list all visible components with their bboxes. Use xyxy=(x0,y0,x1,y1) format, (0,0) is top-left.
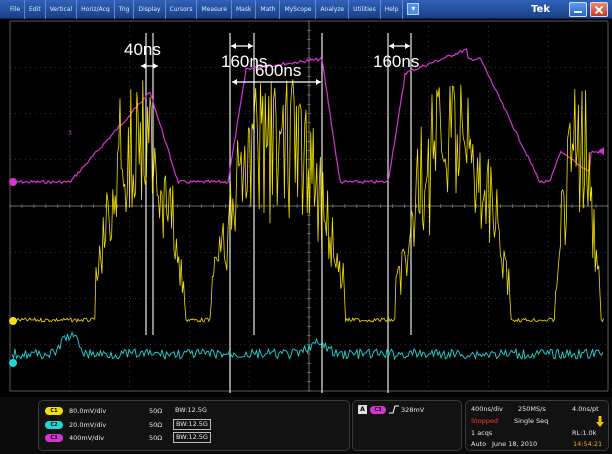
menu-horiz-acq[interactable]: Horiz/Acq xyxy=(77,0,115,19)
ch3-waveform xyxy=(11,47,604,185)
ch2-waveform xyxy=(11,330,604,361)
trigger-level-marker[interactable] xyxy=(598,147,604,155)
sample-rate: 250MS/s xyxy=(518,405,546,413)
menu-help[interactable]: Help xyxy=(381,0,404,19)
annotation-40ns: 40ns xyxy=(124,40,161,59)
waveform-display[interactable]: 3 xyxy=(0,19,612,397)
brand-logo: Tek xyxy=(531,4,550,15)
down-arrow-icon xyxy=(596,416,604,427)
arrow-head xyxy=(141,63,146,69)
menu-bar: File Edit Vertical Horiz/Acq Trig Displa… xyxy=(0,0,612,19)
arrow-head xyxy=(316,79,321,85)
status-bar: C1 80.0mV/div 50Ω BW:12.5G C2 20.0mV/div… xyxy=(0,397,612,454)
trigger-mode: Auto xyxy=(471,440,487,448)
arrow-head xyxy=(232,79,237,85)
arrow-head xyxy=(248,43,253,49)
trigger-level: 328mV xyxy=(401,405,425,414)
trigger-mode-badge: A xyxy=(358,405,367,414)
ch1-bandwidth: BW:12.5G xyxy=(175,406,207,414)
cursor-lines[interactable] xyxy=(145,33,412,393)
arrow-head xyxy=(153,63,158,69)
menu-utilities[interactable]: Utilities xyxy=(349,0,381,19)
capture-date: June 18, 2010 xyxy=(492,440,538,448)
ch2-badge[interactable]: C2 xyxy=(45,420,63,429)
ch3-bandwidth: BW:12.5G xyxy=(173,432,211,443)
ch1-waveform xyxy=(11,79,604,323)
menu-math[interactable]: Math xyxy=(256,0,281,19)
ch1-scale: 80.0mV/div xyxy=(69,406,107,415)
channel-readout-panel[interactable]: C1 80.0mV/div 50Ω BW:12.5G C2 20.0mV/div… xyxy=(38,400,350,451)
ch1-readout[interactable]: C1 80.0mV/div 50Ω BW:12.5G xyxy=(45,405,209,416)
minimize-button[interactable] xyxy=(569,2,587,17)
annotation-160ns-left: 160ns xyxy=(221,52,268,71)
ch3-badge[interactable]: C3 xyxy=(45,433,63,442)
menu-edit[interactable]: Edit xyxy=(25,0,46,19)
rising-edge-icon xyxy=(389,405,399,414)
ch1-impedance: 50Ω xyxy=(149,406,163,415)
ch2-readout[interactable]: C2 20.0mV/div 50Ω BW:12.5G xyxy=(45,419,211,430)
menu-vertical[interactable]: Vertical xyxy=(46,0,78,19)
ch3-impedance: 50Ω xyxy=(149,433,163,442)
menu-trig[interactable]: Trig xyxy=(115,0,135,19)
menu-cursors[interactable]: Cursors xyxy=(166,0,198,19)
ch2-ground-marker[interactable] xyxy=(9,359,17,367)
arrow-head xyxy=(389,43,394,49)
menu-measure[interactable]: Measure xyxy=(197,0,232,19)
timebase-readout-panel[interactable]: 400ns/div 250MS/s 4.0ns/pt Stopped Singl… xyxy=(465,400,609,451)
ch2-impedance: 50Ω xyxy=(149,420,163,429)
menu-analyze[interactable]: Analyze xyxy=(316,0,350,19)
horizontal-scale: 400ns/div xyxy=(471,405,503,413)
capture-time: 14:54:21 xyxy=(573,440,603,448)
ch3-trace-label: 3 xyxy=(68,130,72,137)
menu-display[interactable]: Display xyxy=(134,0,166,19)
menu-mask[interactable]: Mask xyxy=(232,0,257,19)
time-resolution: 4.0ns/pt xyxy=(572,405,599,413)
ch3-ground-marker[interactable] xyxy=(9,178,17,186)
measurement-arrows xyxy=(141,43,410,85)
ch3-readout[interactable]: C3 400mV/div 50Ω BW:12.5G xyxy=(45,432,211,443)
acquisition-state: Stopped xyxy=(471,417,499,425)
help-button-icon[interactable]: ▾ xyxy=(407,3,420,15)
arrow-head xyxy=(405,43,410,49)
arrow-head xyxy=(231,43,236,49)
menu-file[interactable]: File xyxy=(6,0,26,19)
trigger-readout-panel[interactable]: A C3 328mV xyxy=(352,400,462,451)
annotation-600ns: 600ns xyxy=(255,61,302,80)
ch2-bandwidth: BW:12.5G xyxy=(173,419,211,430)
menu-myscope[interactable]: MyScope xyxy=(280,0,317,19)
record-length: RL:1.0k xyxy=(572,429,597,437)
ch1-ground-marker[interactable] xyxy=(9,317,17,325)
acquisition-count: 1 acqs xyxy=(471,429,493,437)
trigger-source-badge: C3 xyxy=(370,405,386,414)
annotation-160ns-right: 160ns xyxy=(373,52,420,71)
ch1-badge[interactable]: C1 xyxy=(45,406,63,415)
ch3-scale: 400mV/div xyxy=(69,433,105,442)
trigger-readout[interactable]: A C3 328mV xyxy=(358,405,424,414)
ch2-scale: 20.0mV/div xyxy=(69,420,107,429)
close-button[interactable] xyxy=(590,2,608,17)
acquisition-sequence: Single Seq xyxy=(514,417,549,425)
